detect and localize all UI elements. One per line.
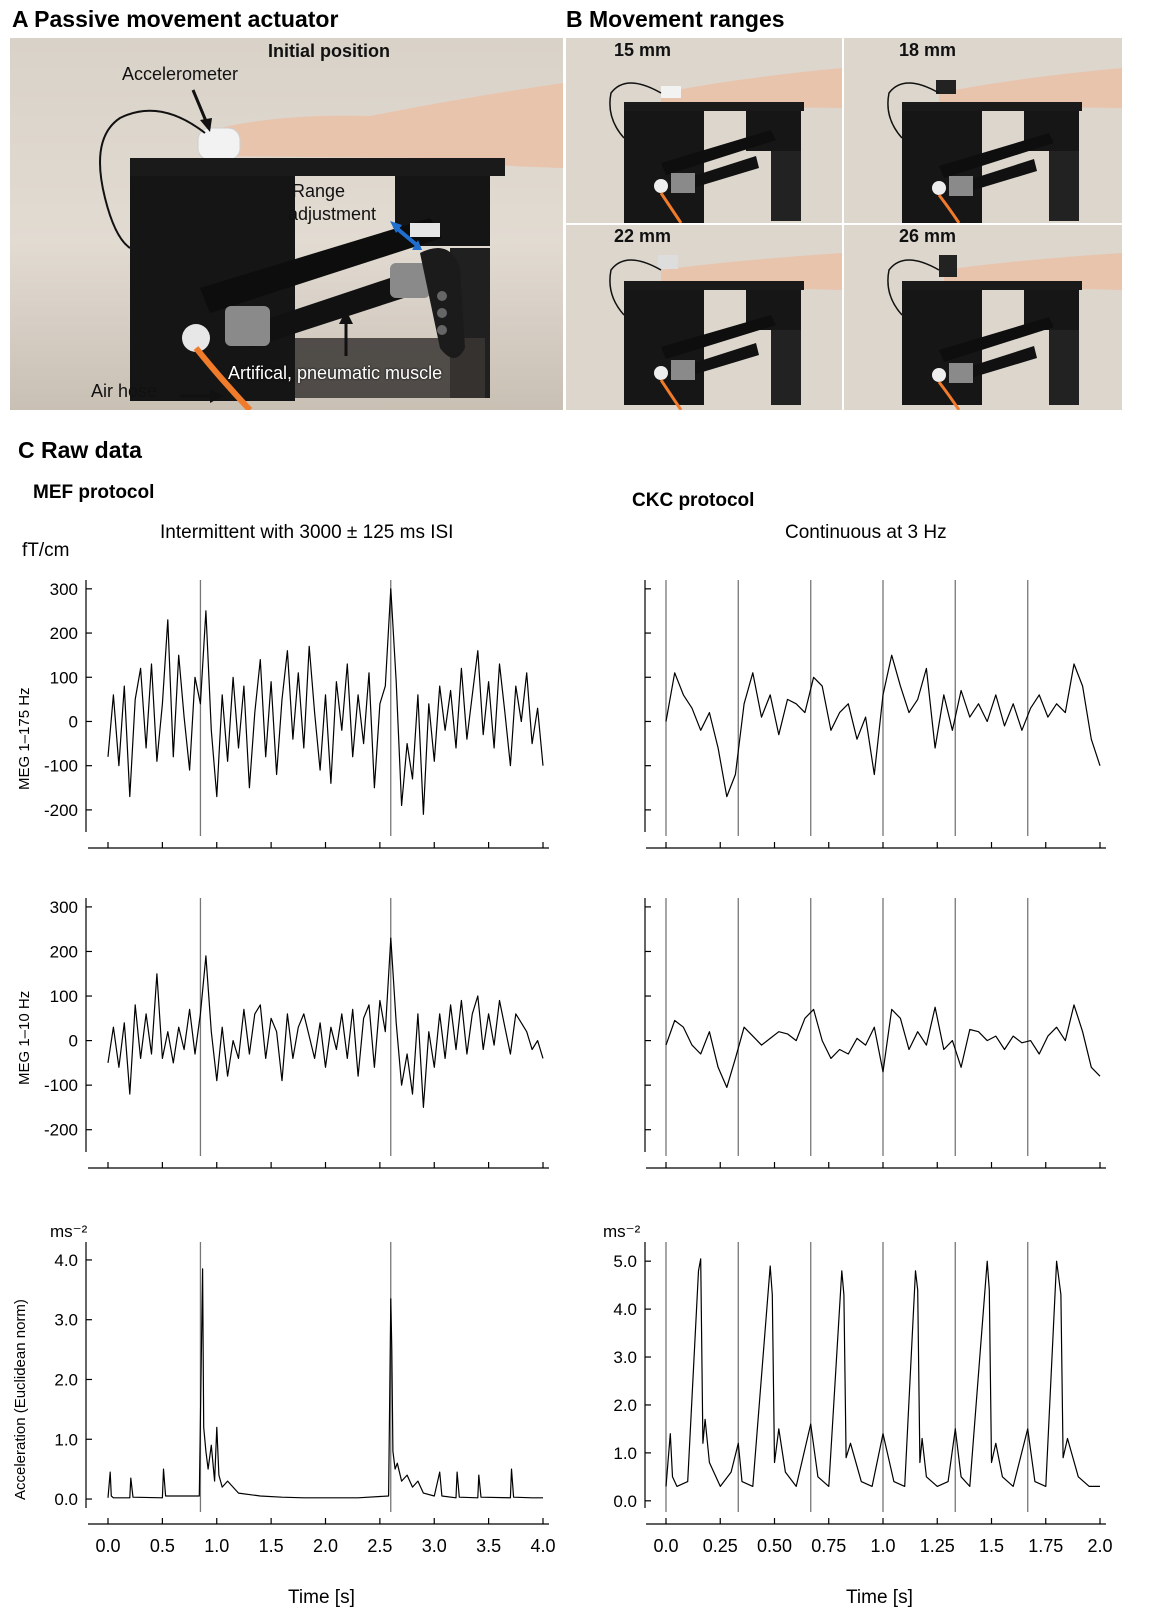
mef-meg-lowpass-ytick-label: 0 [69, 1032, 78, 1051]
ckc-meg-broadband-trace [665, 654, 1101, 798]
mef-meg-broadband-ytick-label: 300 [50, 580, 78, 599]
mef-acceleration-xtick-label: 1.5 [259, 1536, 284, 1556]
panel-c-title: C Raw data [18, 437, 142, 463]
ckc-meg-lowpass-trace [665, 1004, 1101, 1089]
mef-meg-broadband-ytick-label: 0 [69, 712, 78, 731]
mef-acceleration-ytick-label: 2.0 [54, 1370, 78, 1389]
mef-acceleration-ytick-label: 0.0 [54, 1490, 78, 1509]
mef-acceleration-trace [107, 1268, 543, 1499]
mef-meg-broadband-trace [107, 588, 544, 815]
mef-condition: Intermittent with 3000 ± 125 ms ISI [160, 522, 454, 543]
ckc-protocol-title: CKC protocol [632, 490, 755, 511]
ckc-acceleration-xtick-label: 0.75 [811, 1536, 846, 1556]
mef-meg-lowpass-ytick-label: 100 [50, 987, 78, 1006]
ckc-acceleration-xtick-label: 1.0 [870, 1536, 895, 1556]
mef-acceleration-xtick-label: 1.0 [204, 1536, 229, 1556]
ckc-acceleration-ytick-label: 5.0 [613, 1252, 637, 1271]
mef-acceleration-xtick-label: 3.0 [422, 1536, 447, 1556]
range-label-18: 18 mm [899, 40, 957, 60]
mef-acceleration-ytick-label: 1.0 [54, 1430, 78, 1449]
range-label-26: 26 mm [899, 226, 957, 246]
panel-a-title: A Passive movement actuator [12, 6, 339, 32]
mef-meg-lowpass-ytick-label: 300 [50, 898, 78, 917]
mef-acceleration-ytick-label: 4.0 [54, 1251, 78, 1270]
mef-meg-lowpass-ytick-label: -200 [44, 1121, 78, 1140]
xlabel-right: Time [s] [846, 1587, 913, 1608]
ckc-acceleration-xtick-label: 0.0 [653, 1536, 678, 1556]
air-hose-label: Air hose [91, 381, 158, 401]
actuator-illustration [10, 38, 563, 410]
muscle-label: Artifical, pneumatic muscle [228, 363, 443, 383]
actuator-photo [10, 38, 563, 410]
ckc-acceleration-ytick-label: 0.0 [613, 1492, 637, 1511]
ckc-acceleration-xtick-label: 2.0 [1087, 1536, 1112, 1556]
acc-unit-left: ms⁻² [50, 1222, 88, 1241]
range-label-22: 22 mm [614, 226, 672, 246]
mef-acceleration-ytick-label: 3.0 [54, 1311, 78, 1330]
panel-b-title: B Movement ranges [566, 6, 785, 32]
meg-unit-label: fT/cm [22, 540, 70, 561]
mef-meg-broadband-ytick-label: -100 [44, 757, 78, 776]
range-photo-26 [844, 225, 1122, 410]
mef-acceleration-xtick-label: 2.5 [367, 1536, 392, 1556]
xlabel-left: Time [s] [288, 1587, 355, 1608]
ckc-acceleration-xtick-label: 0.25 [703, 1536, 738, 1556]
mef-acceleration-xtick-label: 4.0 [530, 1536, 555, 1556]
ckc-condition: Continuous at 3 Hz [785, 522, 947, 543]
acc-unit-right: ms⁻² [603, 1222, 641, 1241]
mef-meg-lowpass-ytick-label: -100 [44, 1076, 78, 1095]
range-label-line1: Range [292, 181, 346, 201]
mef-meg-broadband-ytick-label: -200 [44, 801, 78, 820]
ckc-acceleration-ytick-label: 1.0 [613, 1444, 637, 1463]
ckc-acceleration-ytick-label: 3.0 [613, 1348, 637, 1367]
range-label-15: 15 mm [614, 40, 672, 60]
range-photo-18 [844, 38, 1122, 223]
ckc-acceleration-xtick-label: 1.75 [1028, 1536, 1063, 1556]
mef-meg-broadband-ytick-label: 100 [50, 668, 78, 687]
mef-acceleration-xtick-label: 2.0 [313, 1536, 338, 1556]
ckc-acceleration-xtick-label: 0.50 [757, 1536, 792, 1556]
mef-acceleration-xtick-label: 0.0 [95, 1536, 120, 1556]
mef-meg-lowpass-ytick-label: 200 [50, 942, 78, 961]
ckc-acceleration-ytick-label: 2.0 [613, 1396, 637, 1415]
ckc-acceleration-xtick-label: 1.5 [979, 1536, 1004, 1556]
range-label-line2: adjustment [288, 204, 377, 224]
accelerometer-label: Accelerometer [122, 64, 239, 84]
mef-acceleration-xtick-label: 0.5 [150, 1536, 175, 1556]
range-photo-22 [566, 225, 842, 410]
mef-protocol-title: MEF protocol [33, 482, 155, 503]
ckc-acceleration-trace [665, 1258, 1100, 1488]
mef-acceleration-xtick-label: 3.5 [476, 1536, 501, 1556]
ckc-acceleration-ytick-label: 4.0 [613, 1300, 637, 1319]
range-photo-15 [566, 38, 842, 223]
initial-position-label: Initial position [268, 41, 390, 61]
ckc-acceleration-xtick-label: 1.25 [920, 1536, 955, 1556]
mef-meg-broadband-ytick-label: 200 [50, 624, 78, 643]
mef-meg-lowpass-trace [107, 937, 544, 1109]
